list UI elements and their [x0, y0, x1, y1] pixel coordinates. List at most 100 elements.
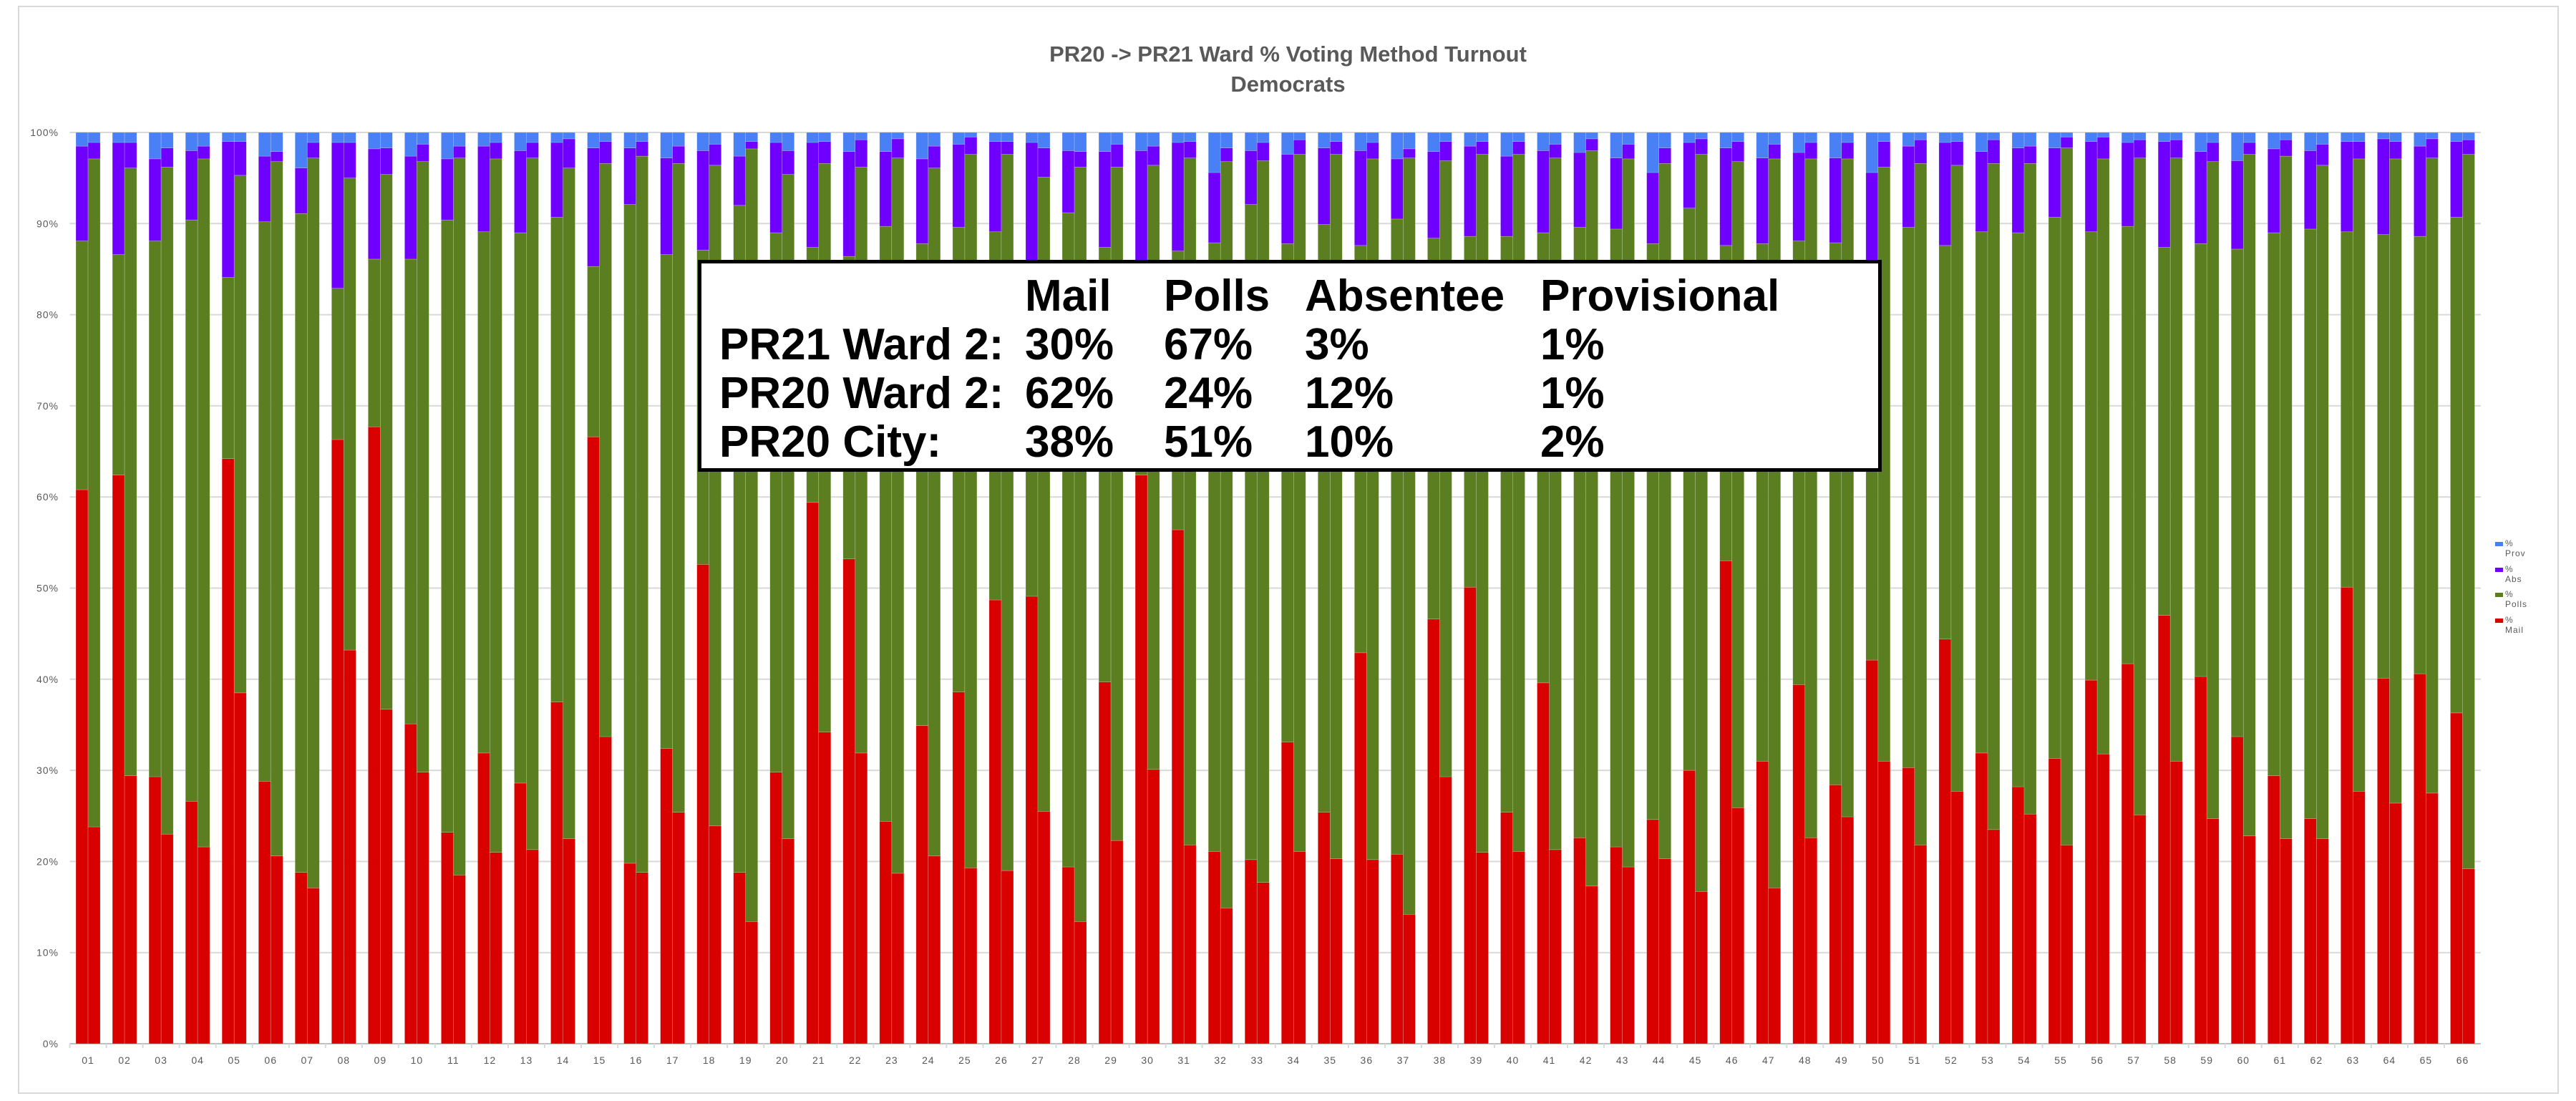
bar-pr20-prov	[1061, 132, 1075, 151]
bar-pr21-mail	[417, 772, 429, 1044]
bar-pr20-polls	[331, 288, 344, 440]
bar-pr21-mail	[782, 838, 795, 1044]
bar-pr21-prov	[2169, 132, 2183, 140]
bar-pr20-mail	[2304, 818, 2317, 1044]
x-tick-label: 15	[593, 1054, 606, 1066]
bar-pr21-prov	[1987, 132, 2001, 140]
bar-pr21-polls	[270, 161, 283, 857]
bar-pr20-prov	[221, 132, 235, 142]
bar-pr21-abs	[672, 145, 685, 164]
x-tick-label: 59	[2200, 1054, 2213, 1066]
bar-pr20-prov	[1537, 132, 1550, 151]
x-tick-label: 39	[1470, 1054, 1483, 1066]
bar-pr21-prov	[2426, 132, 2439, 140]
bar-pr20-abs	[1865, 172, 1879, 270]
bar-pr20-polls	[221, 277, 235, 460]
bar-pr20-polls	[1975, 231, 1988, 754]
bar-pr21-abs	[782, 150, 795, 175]
bar-pr21-abs	[1293, 139, 1306, 155]
x-tick-label: 26	[995, 1054, 1008, 1066]
bar-pr20-mail	[1902, 767, 1915, 1044]
x-tick-label: 44	[1653, 1054, 1666, 1066]
bar-pr20-mail	[1244, 859, 1258, 1044]
bar-pr20-prov	[1025, 132, 1039, 143]
bar-pr20-prov	[1719, 132, 1733, 148]
bar-pr20-abs	[404, 155, 417, 260]
bar-pr21-polls	[490, 158, 502, 853]
bar-pr20-prov	[623, 132, 636, 148]
bar-pr20-abs	[441, 158, 454, 220]
bar-pr21-prov	[1147, 132, 1160, 147]
bar-pr20-mail	[1354, 652, 1367, 1044]
bar-pr21-prov	[745, 132, 759, 142]
x-tick-label: 14	[557, 1054, 570, 1066]
bar-pr20-mail	[2341, 586, 2353, 1044]
x-tick-label: 28	[1068, 1054, 1081, 1066]
bar-pr20-abs	[294, 168, 308, 214]
bar-pr21-polls	[2133, 157, 2147, 815]
bar-pr20-mail	[221, 458, 235, 1044]
bar-pr21-prov	[124, 132, 137, 143]
bar-pr21-mail	[1731, 807, 1745, 1044]
bar-pr20-abs	[1537, 150, 1550, 233]
bar-pr21-mail	[1001, 870, 1014, 1044]
provisional-value: 2%	[1540, 417, 1605, 467]
bar-pr20-mail	[258, 781, 271, 1044]
x-tick-label: 13	[520, 1054, 533, 1066]
provisional-value: 1%	[1540, 320, 1605, 369]
bar-pr21-prov	[891, 132, 905, 140]
bar-pr20-abs	[1025, 142, 1039, 278]
x-tick-label: 48	[1799, 1054, 1812, 1066]
bar-pr20-polls	[2194, 243, 2207, 677]
x-tick-label: 04	[191, 1054, 204, 1066]
x-tick-label: 66	[2456, 1054, 2469, 1066]
bar-pr21-mail	[1293, 851, 1306, 1044]
bar-pr21-prov	[1366, 132, 1379, 143]
bar-pr20-abs	[623, 147, 636, 205]
bar-pr20-abs	[331, 142, 344, 288]
x-tick-label: 47	[1762, 1054, 1775, 1066]
bar-pr20-prov	[477, 132, 490, 147]
bar-pr20-abs	[1902, 145, 1915, 228]
bar-pr21-abs	[2279, 139, 2293, 157]
bar-pr21-abs	[233, 141, 247, 176]
bar-pr21-mail	[270, 855, 283, 1044]
bar-pr21-prov	[1804, 132, 1818, 143]
bar-pr21-mail	[2023, 813, 2037, 1044]
bar-pr21-mail	[124, 775, 137, 1044]
bar-pr20-mail	[112, 475, 125, 1044]
bar-pr21-abs	[1950, 141, 1964, 166]
bar-pr20-abs	[477, 145, 490, 233]
bar-pr20-polls	[148, 241, 162, 777]
bar-pr20-polls	[368, 258, 381, 427]
bar-pr21-mail	[818, 732, 832, 1044]
bar-pr20-abs	[1646, 172, 1659, 244]
x-tick-label: 10	[411, 1054, 424, 1066]
bar-pr20-mail	[2121, 663, 2134, 1044]
header-polls: Polls	[1164, 271, 1270, 321]
bar-pr20-prov	[2341, 132, 2353, 142]
bar-pr21-prov	[1037, 132, 1051, 148]
bar-pr20-mail	[1573, 838, 1586, 1044]
x-tick-label: 64	[2383, 1054, 2396, 1066]
bar-pr21-abs	[417, 144, 429, 163]
bar-pr21-abs	[2133, 139, 2147, 158]
legend-label: % Abs	[2505, 563, 2522, 584]
bar-pr20-mail	[2450, 712, 2463, 1044]
bar-pr21-mail	[87, 826, 101, 1044]
bar-pr21-prov	[417, 132, 429, 145]
bar-pr21-prov	[782, 132, 795, 151]
bar-pr20-mail	[148, 776, 162, 1044]
bar-pr20-abs	[1318, 147, 1331, 225]
bar-pr21-abs	[1804, 142, 1818, 160]
bar-pr21-abs	[490, 142, 502, 160]
bar-pr20-mail	[1683, 770, 1696, 1044]
bar-pr21-polls	[197, 158, 210, 848]
bar-pr20-abs	[221, 141, 235, 278]
bar-pr21-abs	[160, 147, 174, 168]
bar-pr21-abs	[1366, 142, 1379, 160]
bar-pr20-prov	[441, 132, 454, 160]
bar-pr20-abs	[1756, 157, 1769, 244]
bar-pr20-prov	[2377, 132, 2390, 140]
